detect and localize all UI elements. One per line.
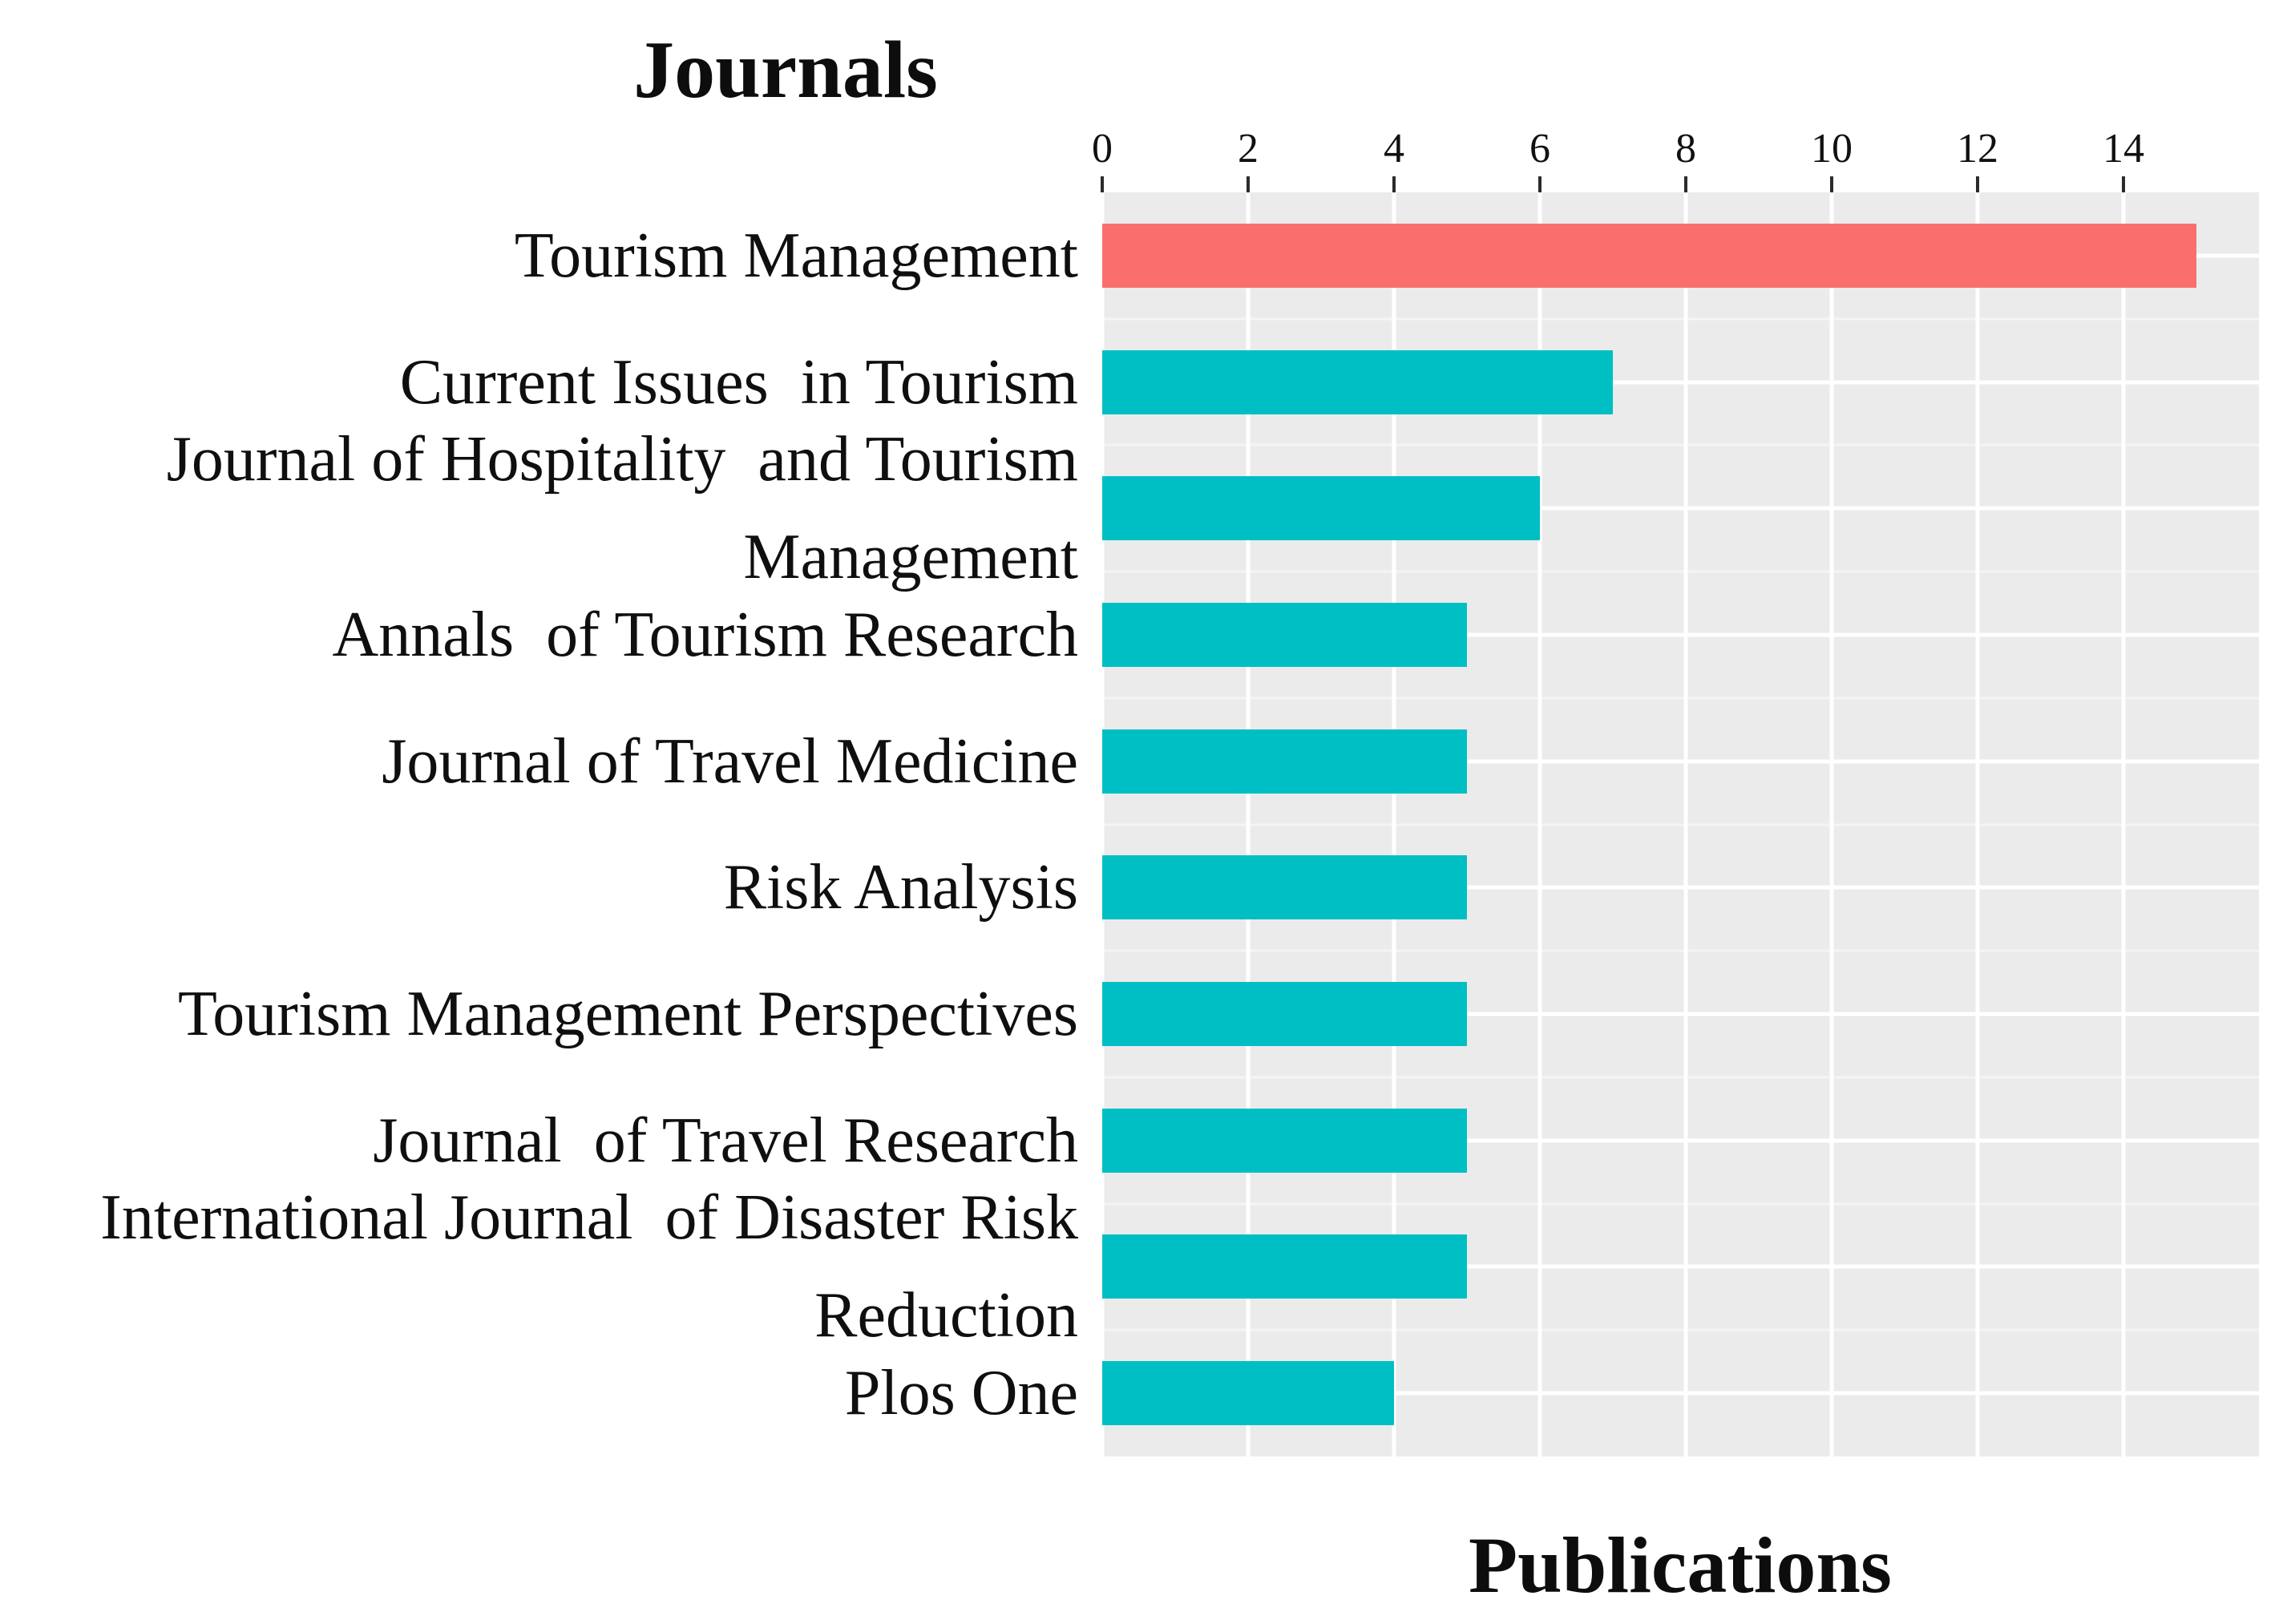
category-label-4: Journal of Travel Medicine — [382, 725, 1078, 797]
gridline-x-14 — [2121, 192, 2126, 1456]
bar-2 — [1102, 476, 1540, 541]
gridline-y-minor — [1102, 317, 2259, 321]
gridline-x-12 — [1975, 192, 1980, 1456]
gridline-x-2 — [1246, 192, 1251, 1456]
gridline-x-10 — [1829, 192, 1834, 1456]
x-tick-label: 14 — [2103, 126, 2144, 172]
category-label-5: Risk Analysis — [723, 852, 1078, 923]
gridline-y-minor — [1102, 823, 2259, 826]
gridline-y-row — [1102, 1138, 2259, 1143]
gridline-x-0 — [1100, 192, 1105, 1456]
gridline-x-8 — [1683, 192, 1688, 1456]
category-label-2: Journal of Hospitality and Tourism Manag… — [166, 424, 1078, 593]
gridline-y-row — [1102, 1264, 2259, 1269]
x-tick-mark — [1684, 176, 1687, 192]
gridline-y-row — [1102, 1391, 2259, 1396]
x-tick-label: 2 — [1238, 126, 1259, 172]
gridline-y-minor — [1102, 1328, 2259, 1331]
gridline-x-4 — [1392, 192, 1396, 1456]
category-label-7: Journal of Travel Research — [373, 1105, 1078, 1176]
bar-6 — [1102, 982, 1467, 1047]
bar-1 — [1102, 349, 1613, 414]
gridline-y-row — [1102, 632, 2259, 637]
x-tick-mark — [2122, 176, 2125, 192]
bar-3 — [1102, 602, 1467, 667]
category-label-9: Plos One — [844, 1358, 1078, 1429]
x-tick-label: 8 — [1675, 126, 1696, 172]
x-tick-label: 4 — [1384, 126, 1404, 172]
x-tick-mark — [1247, 176, 1250, 192]
chart-title: Journals — [633, 25, 938, 115]
gridline-y-minor — [1102, 1076, 2259, 1079]
gridline-y-minor — [1102, 1202, 2259, 1206]
x-tick-label: 0 — [1092, 126, 1113, 172]
gridline-y-minor — [1102, 443, 2259, 446]
gridline-y-row — [1102, 380, 2259, 385]
bar-7 — [1102, 1108, 1467, 1173]
category-label-8: International Journal of Disaster Risk R… — [100, 1182, 1078, 1351]
x-tick-mark — [1830, 176, 1833, 192]
x-tick-label: 10 — [1811, 126, 1853, 172]
x-tick-mark — [1538, 176, 1542, 192]
bar-4 — [1102, 729, 1467, 794]
gridline-x-6 — [1537, 192, 1542, 1456]
gridline-y-row — [1102, 759, 2259, 764]
gridline-y-minor — [1102, 570, 2259, 573]
category-label-1: Current Issues in Tourism — [399, 346, 1078, 418]
gridline-y-row — [1102, 885, 2259, 890]
x-tick-label: 6 — [1529, 126, 1550, 172]
x-tick-mark — [1101, 176, 1104, 192]
category-label-6: Tourism Management Perspectives — [177, 979, 1078, 1050]
x-axis-title: Publications — [1469, 1521, 1892, 1610]
bar-9 — [1102, 1361, 1394, 1426]
gridline-y-minor — [1102, 697, 2259, 700]
gridline-y-row — [1102, 1012, 2259, 1016]
category-label-0: Tourism Management — [514, 220, 1078, 291]
bar-8 — [1102, 1234, 1467, 1299]
x-tick-mark — [1392, 176, 1396, 192]
bar-5 — [1102, 855, 1467, 920]
gridline-y-minor — [1102, 949, 2259, 952]
category-label-3: Annals of Tourism Research — [332, 599, 1078, 670]
x-tick-label: 12 — [1957, 126, 1998, 172]
gridline-y-row — [1102, 506, 2259, 511]
x-tick-mark — [1976, 176, 1979, 192]
bar-0 — [1102, 223, 2196, 288]
